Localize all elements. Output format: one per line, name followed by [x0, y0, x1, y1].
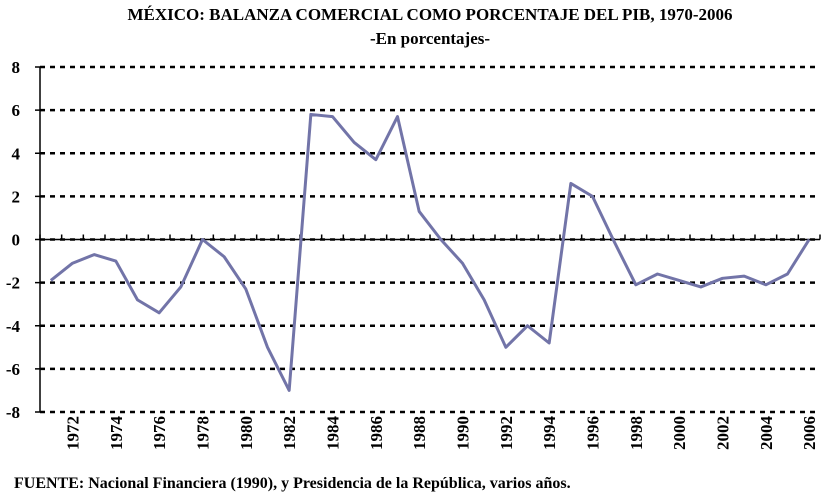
x-tick-label: 1980: [237, 416, 256, 450]
x-tick-label: 2000: [670, 416, 689, 450]
y-tick-label: 2: [12, 187, 21, 206]
x-tick-label: 1986: [367, 416, 386, 450]
x-tick-label: 1992: [497, 416, 516, 450]
y-tick-label: -2: [6, 274, 20, 293]
x-tick-label: 2006: [800, 416, 819, 450]
y-tick-label: 4: [12, 144, 21, 163]
y-tick-label: 6: [12, 101, 21, 120]
x-tick-label: 2002: [714, 416, 733, 450]
y-tick-label: 0: [12, 231, 21, 250]
x-tick-label: 1978: [194, 416, 213, 450]
chart-title: MÉXICO: BALANZA COMERCIAL COMO PORCENTAJ…: [127, 5, 732, 24]
data-line: [49, 112, 811, 392]
x-tick-label: 1974: [107, 416, 126, 451]
y-tick-label: 8: [12, 58, 21, 77]
source-note: FUENTE: Nacional Financiera (1990), y Pr…: [14, 475, 571, 492]
x-tick-label: 1994: [540, 416, 559, 451]
x-tick-label: 1990: [454, 416, 473, 450]
x-tick-label: 2004: [757, 416, 776, 451]
x-tick-label: 1976: [150, 416, 169, 450]
x-tick-label: 1984: [324, 416, 343, 451]
x-tick-label: 1988: [410, 416, 429, 450]
y-tick-label: -8: [6, 403, 20, 422]
x-tick-label: 1998: [627, 416, 646, 450]
x-tick-label: 1972: [64, 416, 83, 450]
y-tick-label: -4: [6, 317, 21, 336]
chart-subtitle: -En porcentajes-: [370, 29, 490, 48]
x-tick-label: 1996: [584, 416, 603, 450]
x-tick-label: 1982: [280, 416, 299, 450]
y-tick-label: -6: [6, 360, 20, 379]
